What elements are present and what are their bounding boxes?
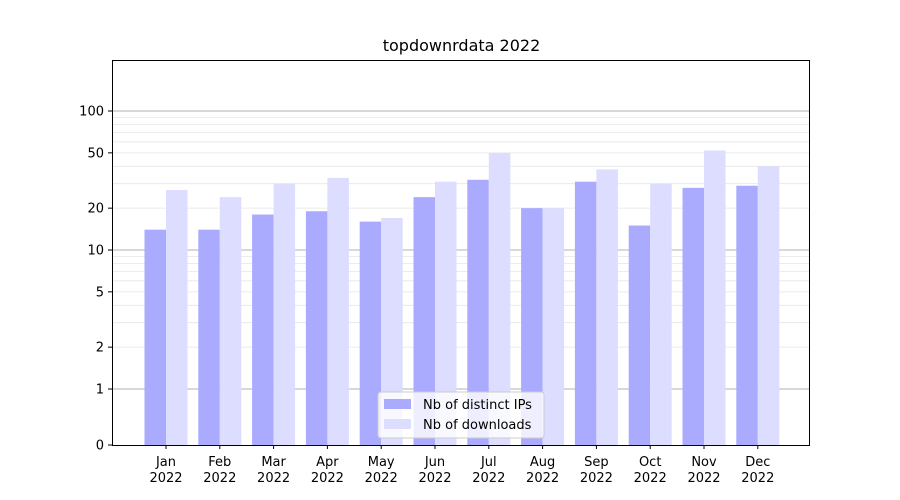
x-tick-label-year: 2022 (526, 471, 559, 486)
x-tick-label-month: Sep (584, 455, 609, 470)
x-tick-label-month: Apr (316, 455, 339, 470)
bar-distinct-ips-dec (736, 185, 758, 445)
bar-downloads-dec (757, 166, 780, 445)
chart-title: topdownrdata 2022 (383, 36, 541, 55)
y-tick-label: 20 (87, 202, 104, 217)
bar-distinct-ips-sep (574, 181, 597, 445)
x-tick-label-month: Oct (639, 455, 661, 470)
x-tick-label-year: 2022 (741, 471, 774, 486)
bar-downloads-apr (327, 177, 349, 445)
bar-distinct-ips-apr (305, 211, 328, 445)
x-tick-label-year: 2022 (580, 471, 613, 486)
plot-frame (112, 60, 810, 446)
legend-box (377, 391, 545, 439)
legend-label: Nb of downloads (423, 418, 532, 433)
x-tick-label-month: Aug (530, 455, 555, 470)
x-axis: Jan2022Feb2022Mar2022Apr2022May2022Jun20… (149, 445, 774, 486)
bar-downloads-aug (542, 208, 565, 445)
y-tick-label: 1 (96, 383, 104, 398)
bar-distinct-ips-oct (628, 225, 651, 445)
x-tick-label-month: Jun (424, 455, 445, 470)
x-tick-label-month: Jul (480, 455, 497, 470)
x-tick-label-year: 2022 (687, 471, 720, 486)
x-tick-label-month: Feb (208, 455, 231, 470)
y-axis: 0 1 2 5 10 20 50 100 (79, 105, 112, 454)
x-tick-label-month: Mar (261, 455, 286, 470)
x-tick-label-year: 2022 (257, 471, 290, 486)
y-tick-label: 10 (87, 244, 104, 259)
legend-swatch (384, 419, 411, 429)
bar-distinct-ips-jun (413, 197, 435, 445)
x-tick-label-year: 2022 (149, 471, 182, 486)
y-tick-label: 2 (96, 341, 104, 356)
legend: Nb of distinct IPs Nb of downloads (377, 391, 545, 439)
bar-downloads-jun (435, 181, 457, 445)
x-tick-label-month: Jan (155, 455, 176, 470)
bar-distinct-ips-jan (144, 229, 166, 445)
bar-distinct-ips-nov (682, 187, 704, 445)
x-tick-label-year: 2022 (418, 471, 451, 486)
bar-downloads-oct (650, 183, 672, 445)
legend-swatch (384, 399, 411, 409)
y-tick-label: 50 (87, 146, 104, 161)
bar-distinct-ips-may (359, 221, 382, 445)
x-tick-label-year: 2022 (311, 471, 344, 486)
x-tick-label-year: 2022 (634, 471, 667, 486)
bar-downloads-mar (273, 183, 296, 445)
y-tick-label: 0 (96, 439, 104, 454)
x-tick-label-month: Nov (691, 455, 717, 470)
bar-downloads-sep (596, 169, 618, 445)
bar-downloads-jan (166, 190, 188, 445)
x-tick-label-month: Dec (745, 455, 770, 470)
legend-label: Nb of distinct IPs (423, 398, 532, 413)
bar-downloads-may (381, 217, 403, 445)
bar-distinct-ips-jul (467, 179, 489, 445)
y-tick-label: 100 (79, 105, 104, 120)
x-tick-label-month: May (368, 455, 395, 470)
x-tick-label-year: 2022 (472, 471, 505, 486)
bars (144, 150, 780, 446)
bar-distinct-ips-mar (252, 214, 274, 445)
bar-downloads-feb (219, 197, 242, 445)
bar-downloads-jul (488, 152, 511, 445)
y-tick-label: 5 (96, 285, 104, 300)
x-tick-label-year: 2022 (365, 471, 398, 486)
x-tick-label-year: 2022 (203, 471, 236, 486)
bar-downloads-nov (704, 150, 726, 446)
bar-distinct-ips-aug (521, 208, 543, 445)
bar-distinct-ips-feb (198, 229, 220, 445)
